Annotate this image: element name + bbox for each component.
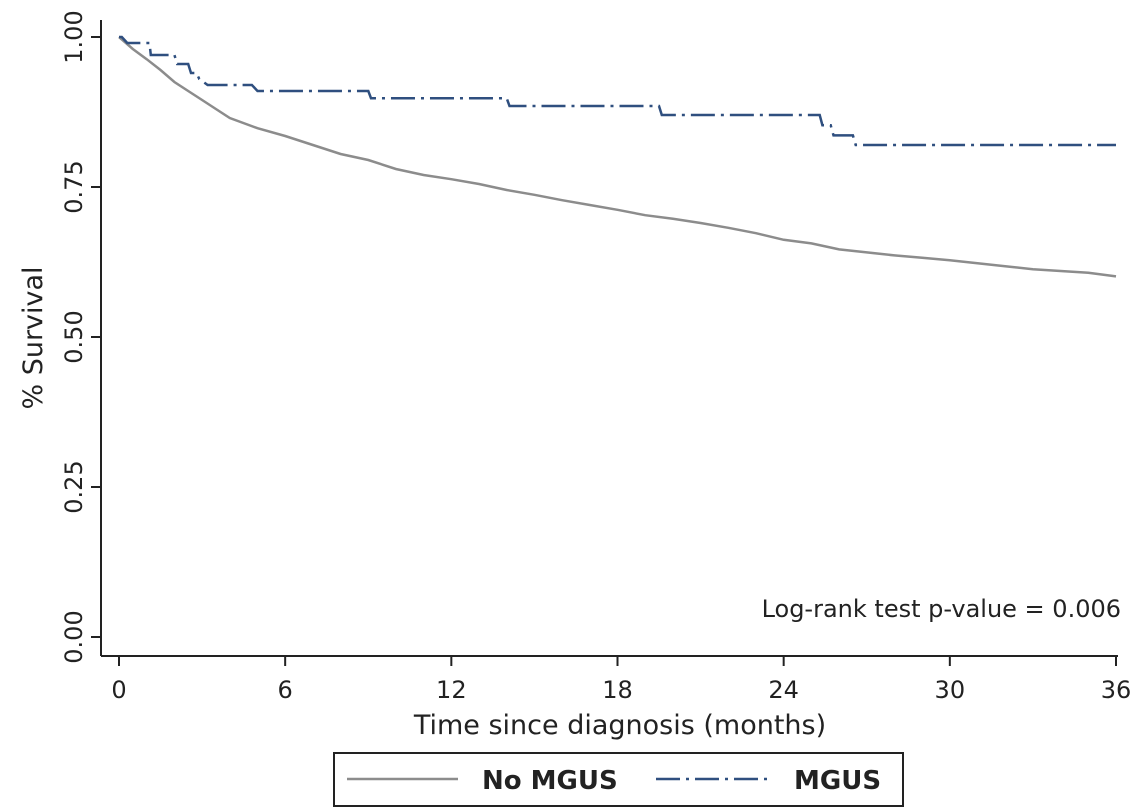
series-line-mgus: [119, 35, 1116, 147]
legend-label-mgus: MGUS: [794, 766, 881, 796]
y-tick-label: 0.50: [60, 310, 88, 363]
x-tick-label: 18: [602, 676, 633, 704]
legend: No MGUS MGUS: [333, 752, 904, 807]
x-axis-title: Time since diagnosis (months): [413, 710, 826, 741]
y-tick-label: 1.00: [60, 10, 88, 63]
y-tick-label: 0.00: [60, 610, 88, 663]
y-tick-label: 0.75: [60, 160, 88, 213]
y-axis-title: % Survival: [18, 266, 49, 409]
x-tick-label: 36: [1101, 676, 1132, 704]
series-line-no-mgus: [118, 36, 1117, 278]
x-tick-label: 24: [768, 676, 799, 704]
x-tick-label: 12: [436, 676, 467, 704]
axes: [100, 20, 1118, 657]
ticks: 0 6 12 18 24 30 36 0.00 0.25 0.50 0.75 1.00: [60, 10, 1131, 704]
x-tick-label: 30: [935, 676, 966, 704]
plot-area: [118, 35, 1117, 278]
legend-label-no-mgus: No MGUS: [482, 766, 618, 796]
x-tick-label: 6: [278, 676, 293, 704]
log-rank-annotation: Log-rank test p-value = 0.006: [762, 595, 1121, 623]
x-tick-label: 0: [111, 676, 126, 704]
y-tick-label: 0.25: [60, 460, 88, 513]
